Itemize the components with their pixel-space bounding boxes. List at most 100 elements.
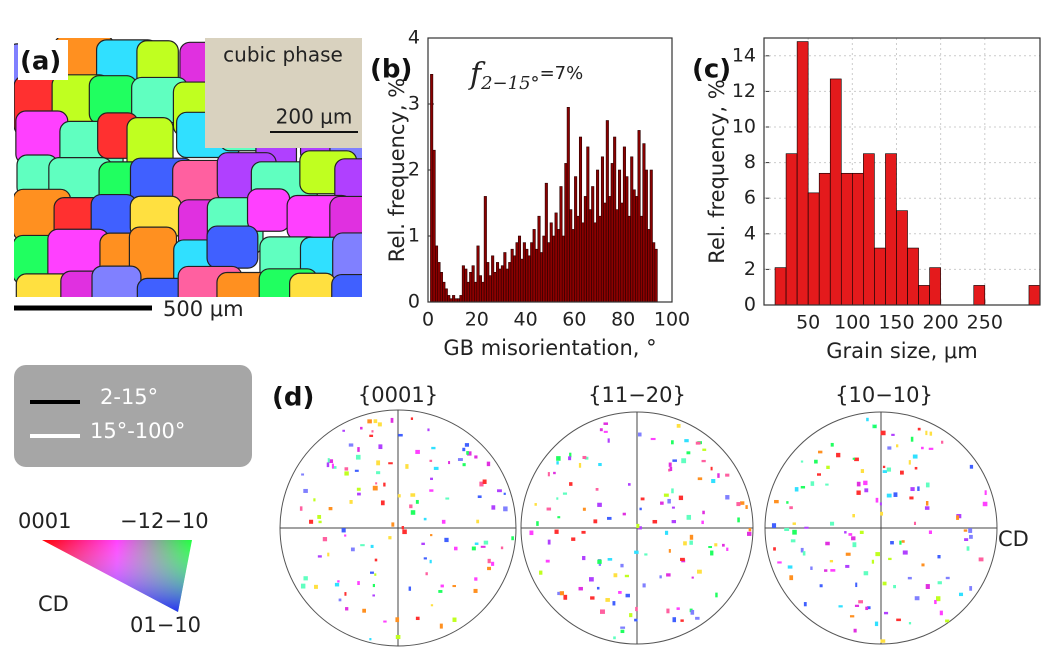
pole-dot (803, 602, 807, 607)
pole-dot (421, 542, 425, 546)
pole-dot (479, 481, 484, 487)
pole-dot (445, 497, 450, 500)
pole-dot (556, 461, 559, 465)
bar (535, 248, 539, 303)
pole-dot (341, 528, 346, 533)
pole-dot (865, 606, 869, 611)
bar (774, 267, 787, 306)
pole-dot (327, 458, 330, 463)
pole-dot (486, 461, 491, 467)
pole-dot (578, 586, 583, 591)
bar (627, 215, 631, 303)
pole-dot (921, 563, 925, 567)
grain (91, 265, 142, 297)
pole-dot (825, 483, 829, 486)
bar (578, 136, 583, 303)
pole-dot (317, 514, 322, 519)
bar (483, 196, 487, 303)
pole-dot (909, 496, 914, 500)
bar (644, 169, 648, 303)
pole-dot (430, 477, 433, 481)
pole-dot (354, 469, 359, 472)
pole-dot (715, 592, 718, 598)
pole-dot (372, 485, 378, 491)
pole-dot (427, 428, 430, 432)
bar (796, 41, 809, 306)
pole-dot (374, 573, 377, 576)
bar (654, 248, 658, 303)
pole-dot (559, 591, 565, 596)
bar (539, 252, 543, 303)
y-tick-label: 14 (732, 44, 756, 66)
y-axis-label: Rel. frequency, % (705, 79, 729, 263)
pole-dot (666, 608, 670, 614)
pole-dot (667, 498, 671, 504)
pole-dot (429, 489, 434, 492)
pole-dot (838, 605, 843, 608)
pole-dot (852, 457, 855, 460)
pole-dot (441, 519, 446, 524)
pole-dot (410, 493, 416, 497)
bar (496, 262, 500, 303)
pole-dot (383, 620, 387, 623)
pole-dot (440, 584, 444, 588)
pole-dot (598, 562, 602, 566)
pole-dot (545, 559, 550, 563)
pole-dot (736, 502, 741, 507)
bar (559, 186, 563, 303)
pole-dot (328, 507, 333, 511)
ipf-label: −12−10 (120, 509, 209, 533)
pole-dot (360, 544, 365, 547)
pole-dot (786, 501, 789, 504)
bar (918, 285, 930, 306)
pole-dot (882, 581, 887, 586)
pole-dot (371, 430, 374, 433)
bar (610, 163, 614, 303)
y-tick-label: 6 (744, 187, 756, 209)
bar (829, 78, 842, 306)
bar (435, 245, 439, 303)
pole-dot (429, 459, 433, 462)
pole-dot (500, 546, 504, 550)
pole-dot (814, 459, 818, 464)
pole-dot (372, 583, 375, 588)
pole-dot (875, 552, 880, 557)
pole-dot (599, 428, 603, 432)
pole-dot (622, 512, 626, 516)
bar (863, 153, 875, 306)
pole-dot (344, 592, 347, 596)
pole-dot (886, 467, 892, 472)
pole-dot (773, 547, 776, 551)
pole-title: {11−20} (588, 383, 686, 407)
pole-dot (652, 519, 658, 524)
bar (630, 156, 634, 303)
annotation-text: =7% (540, 63, 584, 84)
pole-dot (547, 539, 551, 545)
pole-dot (391, 522, 395, 527)
pole-dot (620, 629, 625, 634)
pole-dot (711, 479, 716, 484)
pole-dot (852, 542, 857, 548)
pole-dot (317, 555, 322, 558)
bar (547, 242, 551, 303)
pole-dot (613, 636, 616, 640)
pole-figures (279, 409, 998, 647)
pole-dot (636, 523, 640, 529)
pole-dot (745, 505, 748, 509)
pole-dot (374, 558, 378, 562)
pole-dot (624, 574, 630, 578)
x-tick-label: 20 (465, 309, 489, 331)
pole-dot (593, 519, 598, 524)
ipf-label: 0001 (18, 509, 71, 533)
pole-dot (701, 520, 704, 525)
bar (620, 202, 624, 303)
pole-dot (680, 619, 684, 622)
pole-dot (725, 473, 730, 477)
pole-dot (748, 527, 752, 532)
bar (652, 242, 656, 303)
bar (464, 268, 468, 303)
pole-dot (584, 456, 589, 460)
pole-dot (395, 617, 400, 623)
pole-dot (722, 543, 725, 547)
